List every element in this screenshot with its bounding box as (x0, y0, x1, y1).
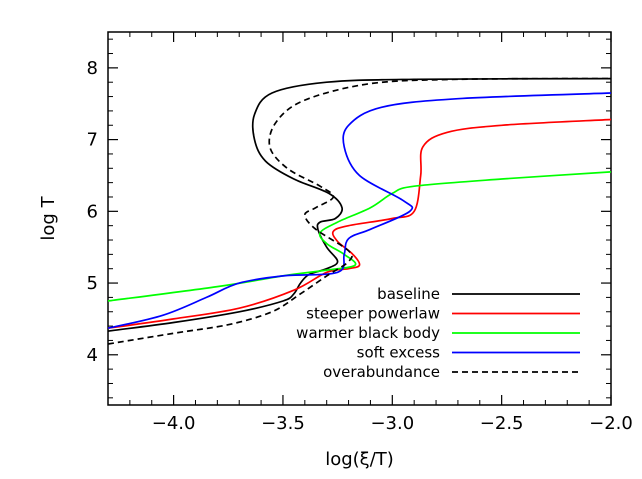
axis-ticks: −4.0 −3.5 −3.0 −2.5 −2.0 4 5 6 7 8 (87, 32, 633, 434)
y-tick-label: 5 (87, 273, 98, 294)
series-line-soft-excess (107, 92, 612, 330)
x-tick-label: −2.0 (589, 413, 633, 434)
legend-label-soft-excess: soft excess (357, 344, 441, 362)
x-tick-label: −3.0 (370, 413, 414, 434)
x-tick-label: −2.5 (480, 413, 524, 434)
legend-label-warmer-black-body: warmer black body (296, 324, 440, 342)
legend-label-overabundance: overabundance (323, 363, 440, 381)
x-tick-label: −3.5 (261, 413, 305, 434)
series-line-baseline (107, 77, 612, 332)
x-tick-label: −4.0 (152, 413, 196, 434)
series-line-warmer-black-body (107, 171, 612, 302)
y-tick-label: 4 (87, 345, 98, 366)
x-axis-label: log(ξ/T) (325, 449, 394, 470)
y-axis-label: log T (38, 195, 59, 240)
series-line-overabundance (107, 77, 612, 345)
series-line-steeper-powerlaw (107, 118, 612, 330)
legend-label-baseline: baseline (377, 285, 440, 303)
plot-frame (107, 31, 612, 406)
legend-label-steeper-powerlaw: steeper powerlaw (306, 305, 440, 323)
y-tick-label: 6 (87, 201, 98, 222)
y-tick-label: 7 (87, 130, 98, 151)
y-tick-label: 8 (87, 58, 98, 79)
series-layer (107, 77, 612, 345)
